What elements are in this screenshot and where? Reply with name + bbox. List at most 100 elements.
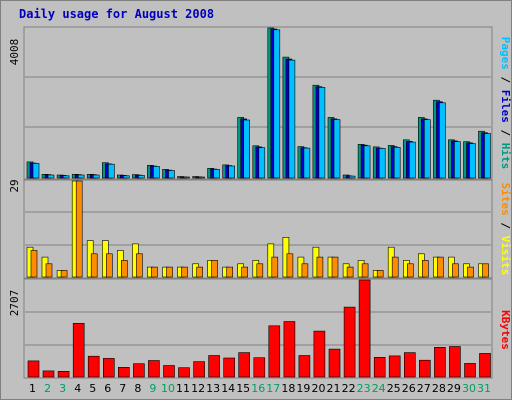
kbytes-bar [27, 360, 40, 378]
traffic-axis-max-label: 4008 [8, 39, 21, 66]
pages-bar [378, 148, 386, 179]
kbytes-bar [268, 325, 281, 378]
kbytes-bar [313, 330, 326, 378]
kbytes-panel: 2707 KBytes [8, 278, 512, 379]
kbytes-panel-frame [23, 278, 493, 379]
visitors-axis-max-label: 29 [8, 179, 21, 192]
pages-bar [92, 174, 100, 179]
x-tick-label: 27 [417, 382, 431, 395]
pages-bar [318, 87, 326, 179]
legend-visits: Visits [499, 236, 512, 276]
x-tick-label: 7 [119, 382, 126, 395]
kbytes-bar [103, 358, 115, 378]
traffic-panel: 4008 Pages / Files / Hits [8, 26, 512, 180]
x-tick-label: 2 [44, 382, 51, 395]
x-tick-label: 26 [402, 382, 416, 395]
kbytes-bar [133, 363, 145, 378]
pages-bar [348, 175, 356, 179]
kbytes-bar [449, 346, 461, 378]
kbytes-bar [193, 361, 205, 378]
kbytes-bar [434, 346, 446, 378]
legend-sep: / [499, 123, 512, 143]
sites-bar [346, 266, 354, 278]
sites-bar [90, 253, 98, 278]
visitors-legend: Sites / Visits [499, 183, 512, 276]
x-tick-label: 29 [447, 382, 461, 395]
sites-bar [151, 266, 158, 278]
x-tick-label: 23 [357, 382, 371, 395]
pages-bar [393, 147, 401, 179]
pages-bar [303, 147, 311, 179]
sites-bar [106, 253, 113, 278]
pages-bar [408, 141, 416, 179]
pages-bar [62, 175, 70, 179]
kbytes-bar [328, 348, 341, 378]
pages-bar [153, 166, 160, 179]
kbytes-bar [87, 355, 100, 378]
sites-bar [166, 266, 173, 278]
x-tick-label: 22 [342, 382, 356, 395]
x-tick-label: 14 [221, 382, 235, 395]
sites-bar [316, 256, 324, 278]
sites-bar [60, 270, 68, 278]
x-tick-label: 13 [206, 382, 220, 395]
sites-bar [271, 256, 279, 278]
kbytes-bar [298, 355, 311, 378]
pages-bar [47, 174, 55, 179]
kbytes-bar [464, 363, 476, 378]
x-tick-label: 18 [281, 382, 295, 395]
x-tick-label: 17 [266, 382, 280, 395]
sites-bar [421, 260, 429, 278]
x-tick-label: 12 [191, 382, 205, 395]
legend-sites: Sites [499, 183, 512, 216]
sites-bar [391, 256, 399, 278]
kbytes-bar [178, 367, 190, 378]
traffic-legend: Pages / Files / Hits [499, 37, 512, 170]
x-tick-label: 3 [59, 382, 66, 395]
chart-title: Daily usage for August 2008 [19, 7, 214, 21]
x-tick-label: 31 [477, 382, 491, 395]
kbytes-bar [163, 365, 175, 378]
kbytes-bar [343, 306, 356, 378]
svg-text:KBytes: KBytes [499, 310, 512, 350]
x-tick-label: 8 [134, 382, 141, 395]
pages-bar [454, 141, 461, 179]
x-tick-label: 21 [327, 382, 341, 395]
visitors-panel-frame [23, 179, 493, 279]
pages-bar [198, 176, 205, 179]
svg-text:Pages / Files / Hits: Pages / Files / Hits [499, 37, 512, 170]
sites-bar [30, 250, 38, 278]
pages-bar [439, 102, 446, 179]
kbytes-bar [148, 360, 160, 378]
legend-sep: / [499, 216, 512, 236]
x-tick-label: 10 [161, 382, 175, 395]
sites-bar [331, 256, 339, 278]
pages-bar [423, 119, 431, 179]
kbytes-bar [238, 352, 250, 378]
sites-bar [196, 266, 203, 278]
x-tick-label: 30 [462, 382, 476, 395]
sites-bar [437, 256, 444, 278]
pages-bar [32, 163, 40, 179]
legend-files: Files [499, 90, 512, 123]
sites-bar [256, 263, 264, 278]
kbytes-bar [283, 321, 296, 378]
kbytes-bar [373, 356, 386, 378]
x-tick-label: 5 [89, 382, 96, 395]
x-axis-day-labels: 1 2 3 4 5 6 7 8 9 10 11 12 13 14 15 16 17 18 19 20 21 22 23 24 2… [29, 382, 491, 395]
x-tick-label: 1 [29, 382, 36, 395]
pages-bar [258, 147, 266, 179]
legend-sep: / [499, 70, 512, 90]
sites-bar [376, 270, 384, 278]
sites-bar [121, 260, 128, 278]
sites-bar [361, 263, 369, 278]
legend-hits: Hits [499, 143, 512, 170]
x-tick-label: 15 [236, 382, 250, 395]
pages-bar [469, 143, 476, 179]
x-tick-label: 11 [176, 382, 190, 395]
pages-bar [77, 174, 85, 179]
pages-bar [484, 133, 491, 179]
sites-bar [136, 253, 143, 278]
